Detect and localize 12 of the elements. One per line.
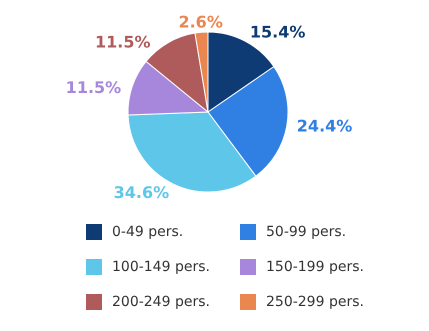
legend-label: 150-199 pers. [266, 259, 364, 275]
legend-label: 0-49 pers. [112, 224, 184, 240]
data-label: 24.4% [296, 116, 352, 136]
data-label: 15.4% [250, 22, 306, 42]
data-label: 11.5% [66, 78, 122, 98]
legend-label: 100-149 pers. [112, 259, 210, 275]
data-label: 11.5% [95, 32, 151, 52]
legend-label: 200-249 pers. [112, 294, 210, 310]
legend-label: 50-99 pers. [266, 224, 346, 240]
data-label: 34.6% [114, 183, 170, 202]
legend-label: 250-299 pers. [266, 294, 364, 310]
data-label: 2.6% [178, 12, 223, 32]
